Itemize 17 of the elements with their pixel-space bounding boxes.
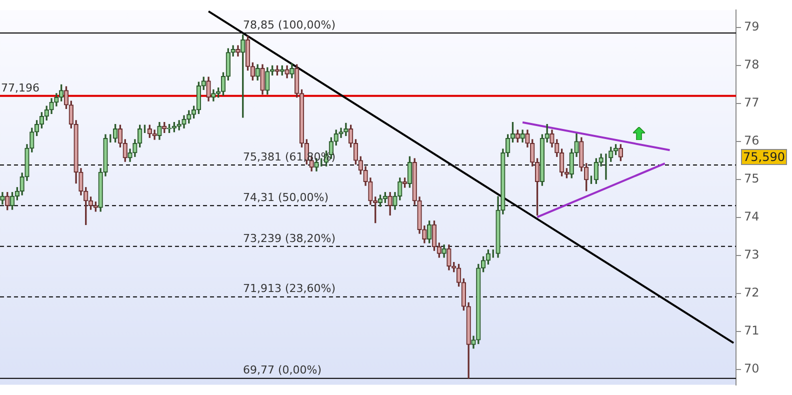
ref-line-label: 73,239 (38,20%) xyxy=(243,232,336,245)
y-tick-label: 73 xyxy=(744,248,760,262)
ref-line-label: 69,77 (0,00%) xyxy=(243,364,322,377)
y-tick-label: 74 xyxy=(744,210,760,224)
ref-line-label: 78,85 (100,00%) xyxy=(243,18,336,32)
y-tick-label: 72 xyxy=(744,286,760,300)
ref-line-label: 74,31 (50,00%) xyxy=(243,191,329,204)
y-tick-label: 78 xyxy=(744,57,760,72)
y-tick-label: 76 xyxy=(744,134,760,148)
y-tick-label: 77 xyxy=(744,96,760,110)
text: 75,590 xyxy=(743,150,785,164)
ref-line-label: 77,196 xyxy=(1,81,40,94)
y-tick-label: 75 xyxy=(744,172,760,186)
y-tick-label: 71 xyxy=(744,324,760,338)
y-tick-label: 79 xyxy=(744,19,760,34)
ref-line-label: 71,913 (23,60%) xyxy=(243,282,336,296)
y-tick-label: 70 xyxy=(744,362,760,376)
